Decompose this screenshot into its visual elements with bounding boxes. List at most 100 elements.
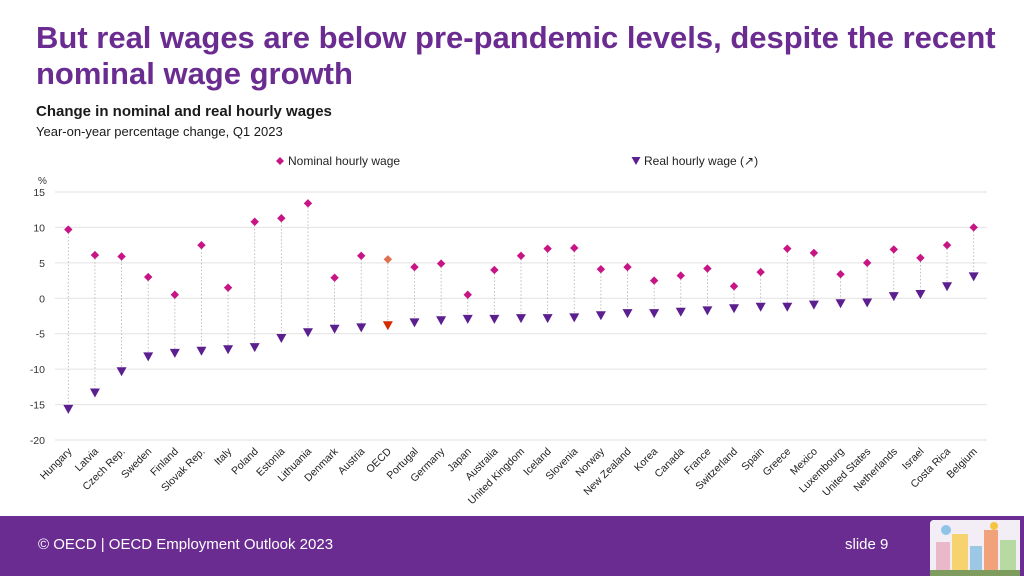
illustration-graphic xyxy=(930,520,1020,576)
real-point xyxy=(516,314,526,324)
x-tick-label: Greece xyxy=(761,446,794,479)
legend-nominal-marker xyxy=(276,157,284,165)
nominal-point xyxy=(90,250,100,260)
y-tick-label: 5 xyxy=(39,258,45,270)
chart-subtitle: Year-on-year percentage change, Q1 2023 xyxy=(36,124,283,139)
real-point xyxy=(595,311,606,321)
nominal-point xyxy=(649,276,659,285)
nominal-point xyxy=(490,265,499,275)
real-point xyxy=(968,272,979,282)
nominal-point xyxy=(303,199,313,208)
legend-nominal-label: Nominal hourly wage xyxy=(288,154,400,168)
nominal-point xyxy=(836,269,845,279)
real-point xyxy=(835,299,846,309)
real-point xyxy=(436,316,447,326)
real-point xyxy=(542,314,553,324)
real-point xyxy=(382,321,393,331)
real-point xyxy=(702,306,713,316)
nominal-point xyxy=(916,253,925,263)
nominal-point xyxy=(64,225,73,234)
x-tick-label: Canada xyxy=(652,446,687,481)
y-tick-label: -20 xyxy=(30,435,45,447)
x-tick-label: Austria xyxy=(336,446,368,478)
nominal-point xyxy=(543,244,552,253)
real-point xyxy=(462,314,473,324)
nominal-point xyxy=(436,259,446,268)
y-tick-label: -5 xyxy=(36,329,45,341)
y-axis-unit: % xyxy=(38,176,47,187)
slide-headline: But real wages are below pre-pandemic le… xyxy=(36,20,996,91)
nominal-point xyxy=(223,283,233,292)
nominal-point xyxy=(756,267,765,277)
nominal-point xyxy=(197,240,206,250)
decorative-illustration xyxy=(930,520,1020,576)
connector-lines xyxy=(67,203,975,409)
y-axis: %15 10 5 0 -5 -10 -15 -20 xyxy=(30,176,47,447)
nominal-point xyxy=(596,265,606,274)
legend-real-marker xyxy=(631,157,641,165)
real-point xyxy=(276,333,287,343)
real-point xyxy=(862,298,873,308)
slide-number: slide 9 xyxy=(845,536,889,553)
chart-legend: Nominal hourly wage Real hourly wage (↗) xyxy=(276,154,758,168)
x-tick-label: Hungary xyxy=(38,445,75,482)
nominal-point xyxy=(862,258,872,268)
nominal-point xyxy=(463,290,472,299)
footer-bar: © OECD | OECD Employment Outlook 2023 sl… xyxy=(0,516,1024,576)
real-point xyxy=(942,282,953,292)
real-point xyxy=(143,352,154,362)
real-point xyxy=(249,343,260,353)
chart-title: Change in nominal and real hourly wages xyxy=(36,103,332,120)
nominal-point xyxy=(250,217,259,226)
real-point xyxy=(888,292,899,302)
nominal-point xyxy=(117,252,126,261)
nominal-point xyxy=(703,264,712,273)
real-point xyxy=(196,346,207,356)
nominal-point xyxy=(889,245,898,254)
nominal-point xyxy=(809,248,819,258)
y-tick-label: 15 xyxy=(33,187,45,199)
nominal-point xyxy=(144,272,153,282)
nominal-point xyxy=(783,244,792,253)
nominal-point xyxy=(357,251,366,260)
y-tick-label: -15 xyxy=(30,400,45,412)
real-point xyxy=(63,404,74,414)
real-point xyxy=(649,309,660,319)
real-point xyxy=(409,318,420,328)
nominal-point xyxy=(969,223,978,232)
real-point xyxy=(755,302,766,312)
real-point xyxy=(89,388,100,398)
nominal-point xyxy=(410,262,419,272)
nominal-point xyxy=(570,243,579,253)
x-tick-label: Italy xyxy=(212,445,235,468)
real-point xyxy=(116,367,127,377)
nominal-point xyxy=(330,273,339,282)
real-point xyxy=(729,304,740,314)
real-point xyxy=(782,302,793,312)
real-point xyxy=(622,309,633,319)
data-marks xyxy=(63,199,979,414)
nominal-point xyxy=(942,240,952,250)
nominal-point xyxy=(676,271,685,280)
nominal-point xyxy=(170,290,180,299)
real-point xyxy=(169,348,180,358)
real-point xyxy=(489,314,500,324)
real-point xyxy=(223,345,234,355)
y-tick-label: 0 xyxy=(39,293,45,305)
nominal-point xyxy=(729,282,739,291)
wage-chart: Nominal hourly wage Real hourly wage (↗) … xyxy=(30,154,987,507)
y-tick-label: -10 xyxy=(30,364,45,376)
nominal-point xyxy=(277,214,286,223)
real-point xyxy=(808,300,819,310)
legend-real-label: Real hourly wage (↗) xyxy=(644,154,758,168)
y-tick-label: 10 xyxy=(33,222,45,234)
footer-copyright: © OECD | OECD Employment Outlook 2023 xyxy=(38,536,334,553)
nominal-point xyxy=(516,251,526,260)
real-point xyxy=(302,328,313,338)
real-point xyxy=(329,324,340,334)
nominal-point xyxy=(383,255,393,264)
real-point xyxy=(675,307,686,317)
real-point xyxy=(356,323,367,333)
real-point xyxy=(915,290,926,300)
